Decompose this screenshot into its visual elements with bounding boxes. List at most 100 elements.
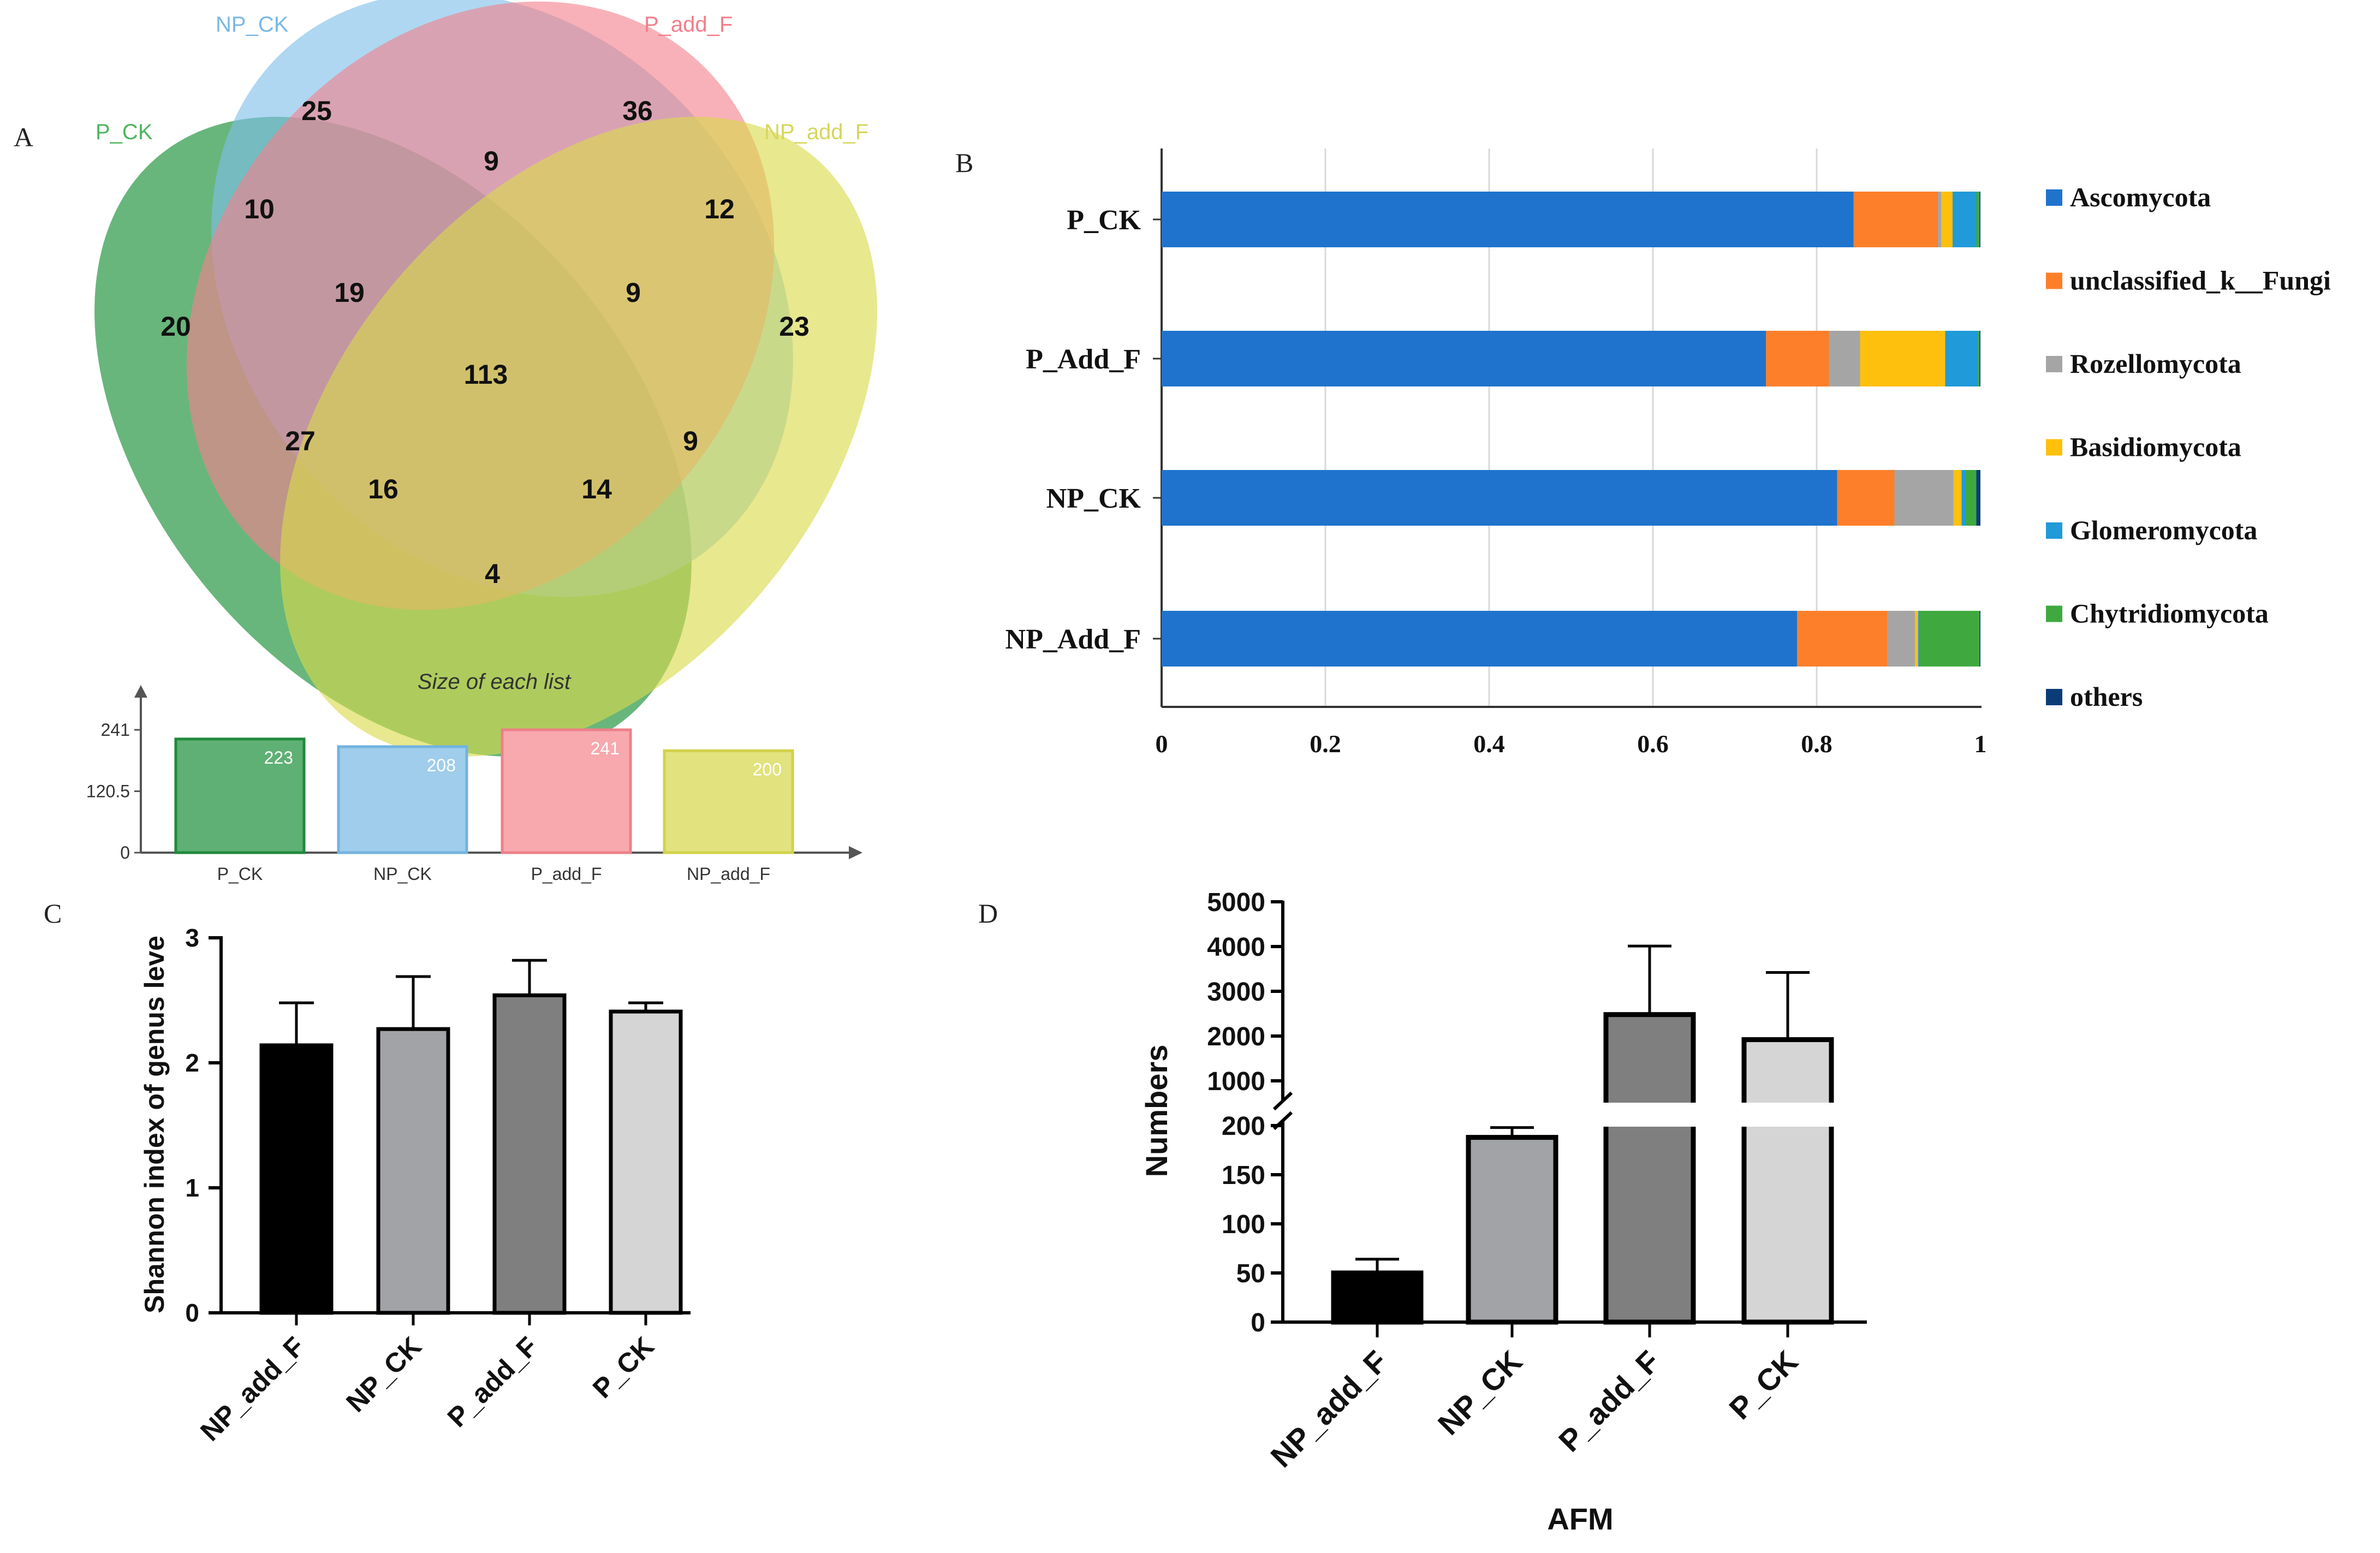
- b-bar-np-add-f-others: [1979, 611, 1980, 667]
- b-category-label-np-add-f: NP_Add_F: [1005, 624, 1141, 655]
- d-bar-break-gap-p-ck: [1738, 1103, 1838, 1127]
- list-size-title: Size of each list: [418, 670, 572, 694]
- panel-d: D Numbers AFM 0 50 100 150 200 1000 2000 3000 40…: [978, 888, 1867, 1536]
- b-bar-p-add-f-rozellomycota: [1829, 331, 1860, 386]
- venn-set-label-p-add-f: P_add_F: [644, 13, 733, 37]
- b-bar-p-ck-others: [1979, 192, 1980, 247]
- list-size-bar-label-np-add-f: NP_add_F: [687, 864, 770, 884]
- d-xtick-label-np-add-f: NP_add_F: [1264, 1344, 1394, 1474]
- b-bar-np-add-f-chytridiomycota: [1920, 611, 1980, 667]
- b-bar-np-add-f-ascomycota: [1162, 611, 1797, 667]
- d-bar-np-add-f: [1331, 1270, 1424, 1325]
- b-bar-p-add-f-chytridiomycota: [1978, 331, 1980, 386]
- list-size-bar-p-ck: [174, 737, 306, 854]
- list-size-bar-value-np-ck: 208: [427, 755, 456, 775]
- b-legend-label-glomeromycota: Glomeromycota: [2070, 515, 2257, 545]
- b-category-label-np-ck: NP_CK: [1046, 483, 1141, 514]
- b-bar-p-ck-ascomycota: [1162, 192, 1854, 247]
- list-size-ytick-0: 0: [120, 843, 130, 862]
- list-size-ytick-2: 241: [101, 720, 130, 740]
- c-ytick-2: 2: [185, 1049, 199, 1077]
- b-legend-swatch-basidiomycota: [2046, 439, 2062, 456]
- venn-count-p-ck-np-ck-np-add-f: 14: [581, 474, 612, 504]
- d-bar-p-ck: [1741, 1037, 1834, 1325]
- venn-count-np-ck-np-add-f: 9: [683, 426, 698, 456]
- b-bar-np-ck-unclassified-k-fungi: [1837, 470, 1895, 526]
- c-bar-p-add-f: [492, 993, 567, 1315]
- panel-b: B P_CK P_Add_F NP_CK NP_Add_F 0 0.2 0.4 0.6 0.8…: [955, 147, 2331, 758]
- b-bar-np-ck-ascomycota: [1162, 470, 1837, 526]
- b-bar-np-add-f-glomeromycota: [1918, 611, 1920, 667]
- b-bar-p-ck-unclassified-k-fungi: [1853, 192, 1938, 247]
- d-ytick-high-1: 2000: [1207, 1022, 1265, 1051]
- venn-count-p-ck-np-ck: 10: [244, 194, 275, 224]
- d-x-axis-label: AFM: [1547, 1502, 1613, 1536]
- list-size-bar-value-p-add-f: 241: [591, 739, 620, 758]
- venn-count-p-add-f-np-add-f: 12: [704, 194, 735, 224]
- c-bar-p-ck: [609, 1009, 683, 1315]
- b-bar-np-add-f-basidiomycota: [1915, 611, 1918, 667]
- b-legend-label-chytridiomycota: Chytridiomycota: [2070, 598, 2269, 629]
- panel-c-label: C: [44, 898, 62, 929]
- d-y-axis-label: Numbers: [1139, 1045, 1174, 1177]
- venn-diagram: P_CK NP_CK P_add_F NP_add_F 20 25 36 23 …: [94, 0, 877, 757]
- venn-count-all-four: 113: [464, 359, 508, 390]
- c-bar-np-ck: [376, 1027, 450, 1315]
- b-legend-swatch-unclassified-k-fungi: [2046, 272, 2062, 289]
- venn-count-np-ck-p-add-f: 9: [484, 146, 499, 176]
- d-ytick-low-1: 50: [1236, 1259, 1265, 1288]
- list-size-x-arrow: [849, 846, 862, 859]
- venn-count-p-ck-p-add-f-np-add-f: 16: [368, 474, 398, 504]
- d-bar-np-ck: [1466, 1135, 1558, 1325]
- d-ytick-low-3: 150: [1222, 1161, 1265, 1190]
- b-bar-p-ck-rozellomycota: [1938, 192, 1941, 247]
- b-bar-p-add-f-unclassified-k-fungi: [1766, 331, 1829, 386]
- b-bar-np-add-f-rozellomycota: [1887, 611, 1915, 667]
- d-ytick-high-3: 4000: [1207, 933, 1265, 962]
- panel-d-label: D: [978, 898, 998, 929]
- b-legend-swatch-glomeromycota: [2046, 522, 2062, 539]
- b-legend-label-rozellomycota: Rozellomycota: [2070, 348, 2241, 379]
- b-bar-p-add-f-others: [1979, 331, 1980, 386]
- venn-count-p-add-f-only: 36: [622, 96, 653, 126]
- panel-b-label: B: [955, 147, 973, 178]
- b-bar-np-ck-glomeromycota: [1961, 470, 1966, 526]
- list-size-bar-np-add-f: [663, 749, 794, 854]
- c-xtick-label-np-ck: NP_CK: [340, 1331, 427, 1418]
- b-bar-np-ck-rozellomycota: [1894, 470, 1954, 526]
- b-xtick-4: 0.8: [1801, 730, 1832, 758]
- panel-a: A P_CK NP_CK P_add_F NP_add_F 20 25 36 2…: [14, 0, 877, 884]
- venn-count-np-ck-only: 25: [301, 96, 332, 126]
- list-size-bar-label-p-add-f: P_add_F: [531, 864, 602, 884]
- b-legend-label-others: others: [2070, 681, 2143, 712]
- c-bar-np-add-f: [259, 1043, 334, 1315]
- b-legend-swatch-chytridiomycota: [2046, 605, 2062, 622]
- b-category-label-p-add-f: P_Add_F: [1026, 344, 1141, 375]
- venn-set-label-np-add-f: NP_add_F: [764, 120, 868, 144]
- c-xtick-label-p-add-f: P_add_F: [442, 1331, 544, 1433]
- b-bar-np-ck-chytridiomycota: [1966, 470, 1977, 526]
- venn-count-p-ck-np-ck-p-add-f: 19: [334, 277, 365, 308]
- d-ytick-high-0: 1000: [1207, 1067, 1265, 1096]
- list-size-bar-p-add-f: [501, 728, 632, 854]
- b-xtick-5: 1: [1974, 730, 1987, 758]
- venn-ellipse-np-add-f: [280, 116, 877, 757]
- b-xtick-2: 0.4: [1473, 730, 1505, 758]
- panel-a-label: A: [14, 122, 33, 152]
- d-ytick-low-4: 200: [1222, 1112, 1265, 1141]
- venn-count-p-ck-p-add-f: 27: [285, 426, 316, 456]
- b-bar-p-add-f-basidiomycota: [1860, 331, 1945, 386]
- venn-set-label-p-ck: P_CK: [96, 120, 153, 144]
- c-ytick-3: 3: [185, 924, 199, 952]
- b-bar-p-add-f-glomeromycota: [1945, 331, 1978, 386]
- b-category-label-p-ck: P_CK: [1067, 205, 1141, 236]
- b-bar-np-add-f-unclassified-k-fungi: [1797, 611, 1887, 667]
- d-ytick-low-2: 100: [1222, 1210, 1265, 1239]
- b-bar-p-add-f-ascomycota: [1162, 331, 1766, 386]
- d-ytick-low-0: 0: [1251, 1308, 1265, 1337]
- venn-count-p-ck-np-add-f: 4: [485, 558, 500, 589]
- d-xtick-label-np-ck: NP_CK: [1431, 1344, 1529, 1442]
- b-xtick-0: 0: [1156, 730, 1168, 758]
- b-legend-label-unclassified-k-fungi: unclassified_k__Fungi: [2070, 265, 2331, 296]
